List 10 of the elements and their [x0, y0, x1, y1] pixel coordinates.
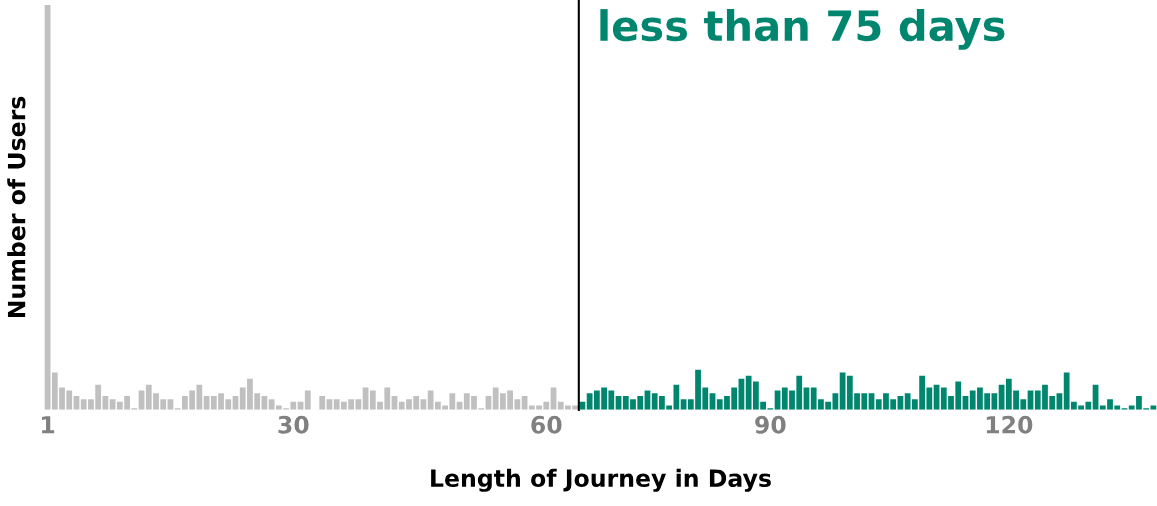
x-axis-title: Length of Journey in Days	[431, 468, 771, 492]
bar	[304, 390, 311, 410]
annotation: less than 75 days	[600, 9, 1005, 50]
bar	[319, 396, 326, 410]
y-axis-title: Number of Users	[7, 96, 26, 318]
x-tick-label: 120	[986, 415, 1033, 434]
x-tick-label: 1	[42, 416, 55, 434]
x-tick-label: 90	[755, 415, 786, 434]
x-tick-label: 30	[278, 415, 309, 434]
x-tick-label: 60	[531, 415, 562, 434]
